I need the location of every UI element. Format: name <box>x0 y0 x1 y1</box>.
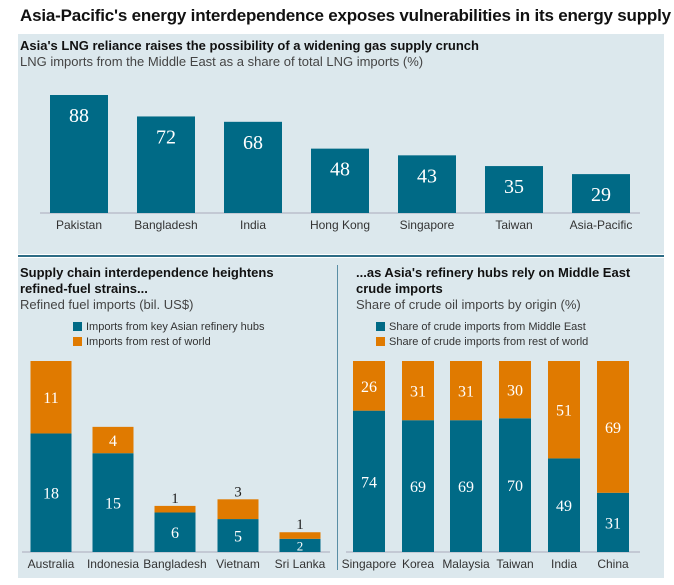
data-label: 43 <box>417 165 437 187</box>
bar-segment-middle-east <box>450 420 482 552</box>
data-label: 70 <box>507 478 523 495</box>
bar-segment-asian-hubs <box>217 519 259 552</box>
bar-segment-asian-hubs <box>92 453 134 552</box>
bar-segment-rest-of-world <box>597 361 629 493</box>
page-title: Asia-Pacific's energy interdependence ex… <box>20 6 671 25</box>
bar <box>50 95 108 213</box>
bar-segment-rest-of-world <box>450 361 482 421</box>
crude-chart-title: ...as Asia's refinery hubs rely on Middl… <box>356 265 631 296</box>
data-label: 88 <box>69 105 89 127</box>
data-label: 3 <box>234 484 242 500</box>
category-label: India <box>551 557 577 571</box>
bar-segment-asian-hubs <box>30 433 72 552</box>
category-label: India <box>240 218 266 232</box>
bar-segment-rest-of-world <box>279 532 321 539</box>
data-label: 26 <box>361 379 377 396</box>
bar-segment-middle-east <box>402 420 434 552</box>
category-label: Taiwan <box>496 557 533 571</box>
legend-swatch <box>376 337 385 346</box>
data-label: 31 <box>410 384 426 401</box>
data-label: 30 <box>507 383 523 400</box>
category-label: Bangladesh <box>134 218 197 232</box>
bar <box>572 174 630 213</box>
divider <box>18 255 664 257</box>
bar-segment-middle-east <box>353 410 385 552</box>
bar <box>224 121 282 213</box>
data-label: 68 <box>243 132 263 154</box>
data-label: 35 <box>504 176 524 198</box>
legend-label: Share of crude imports from rest of worl… <box>389 336 589 348</box>
category-label: Korea <box>402 557 434 571</box>
legend-label: Share of crude imports from Middle East <box>389 321 586 333</box>
category-label: Indonesia <box>87 557 139 571</box>
category-label: Singapore <box>342 557 397 571</box>
fuel-chart-subtitle: Refined fuel imports (bil. US$) <box>20 297 194 312</box>
bar-segment-middle-east <box>499 418 531 552</box>
data-label: 69 <box>605 420 621 437</box>
bar-segment-rest-of-world <box>548 361 580 459</box>
data-label: 49 <box>556 498 572 515</box>
data-label: 1 <box>171 491 179 507</box>
data-label: 31 <box>605 515 621 532</box>
data-label: 31 <box>458 384 474 401</box>
bar <box>311 148 369 213</box>
category-label: Malaysia <box>442 557 490 571</box>
legend-item: Imports from key Asian refinery hubs <box>73 320 265 335</box>
legend-label: Imports from key Asian refinery hubs <box>86 321 265 333</box>
data-label: 69 <box>458 479 474 496</box>
legend-label: Imports from rest of world <box>86 336 211 348</box>
data-label: 72 <box>156 126 176 148</box>
lng-chart-title: Asia's LNG reliance raises the possibili… <box>20 38 479 53</box>
fuel-chart-title: Supply chain interdependence heightens r… <box>20 265 274 296</box>
legend-swatch <box>376 322 385 331</box>
data-label: 51 <box>556 403 572 420</box>
bar <box>485 166 543 213</box>
category-label: China <box>597 557 629 571</box>
category-label: Taiwan <box>495 218 532 232</box>
bar-segment-rest-of-world <box>353 361 385 411</box>
bar-segment-rest-of-world <box>499 361 531 419</box>
category-label: Hong Kong <box>310 218 370 232</box>
category-label: Pakistan <box>56 218 102 232</box>
crude-chart-subtitle: Share of crude oil imports by origin (%) <box>356 297 581 312</box>
category-label: Singapore <box>400 218 455 232</box>
bar-segment-asian-hubs <box>279 538 321 552</box>
bar <box>398 155 456 213</box>
data-label: 2 <box>297 538 304 553</box>
category-label: Sri Lanka <box>275 557 326 571</box>
data-label: 69 <box>410 479 426 496</box>
bar-segment-middle-east <box>597 492 629 552</box>
data-label: 11 <box>43 390 58 407</box>
legend-item: Share of crude imports from rest of worl… <box>376 335 588 350</box>
lng-chart-subtitle: LNG imports from the Middle East as a sh… <box>20 54 424 69</box>
bar-segment-middle-east <box>548 458 580 552</box>
bar-segment-rest-of-world <box>217 499 259 520</box>
category-label: Bangladesh <box>143 557 206 571</box>
category-label: Australia <box>28 557 75 571</box>
bar-segment-rest-of-world <box>92 426 134 454</box>
legend-swatch <box>73 322 82 331</box>
data-label: 4 <box>109 433 117 450</box>
vertical-divider <box>337 265 338 570</box>
data-label: 29 <box>591 184 611 206</box>
legend-swatch <box>73 337 82 346</box>
legend-item: Share of crude imports from Middle East <box>376 320 586 335</box>
bar-segment-rest-of-world <box>154 505 196 513</box>
data-label: 15 <box>105 496 121 513</box>
bar-segment-asian-hubs <box>154 512 196 552</box>
bar-segment-rest-of-world <box>402 361 434 421</box>
category-label: Vietnam <box>216 557 260 571</box>
data-label: 5 <box>234 529 242 546</box>
bar-segment-rest-of-world <box>30 361 72 434</box>
data-label: 6 <box>171 525 179 542</box>
data-label: 18 <box>43 486 59 503</box>
legend-item: Imports from rest of world <box>73 335 211 350</box>
category-label: Asia-Pacific <box>570 218 633 232</box>
bar <box>137 116 195 213</box>
data-label: 1 <box>296 517 304 533</box>
data-label: 48 <box>330 159 350 181</box>
data-label: 74 <box>361 474 377 491</box>
lng-panel <box>18 34 664 254</box>
